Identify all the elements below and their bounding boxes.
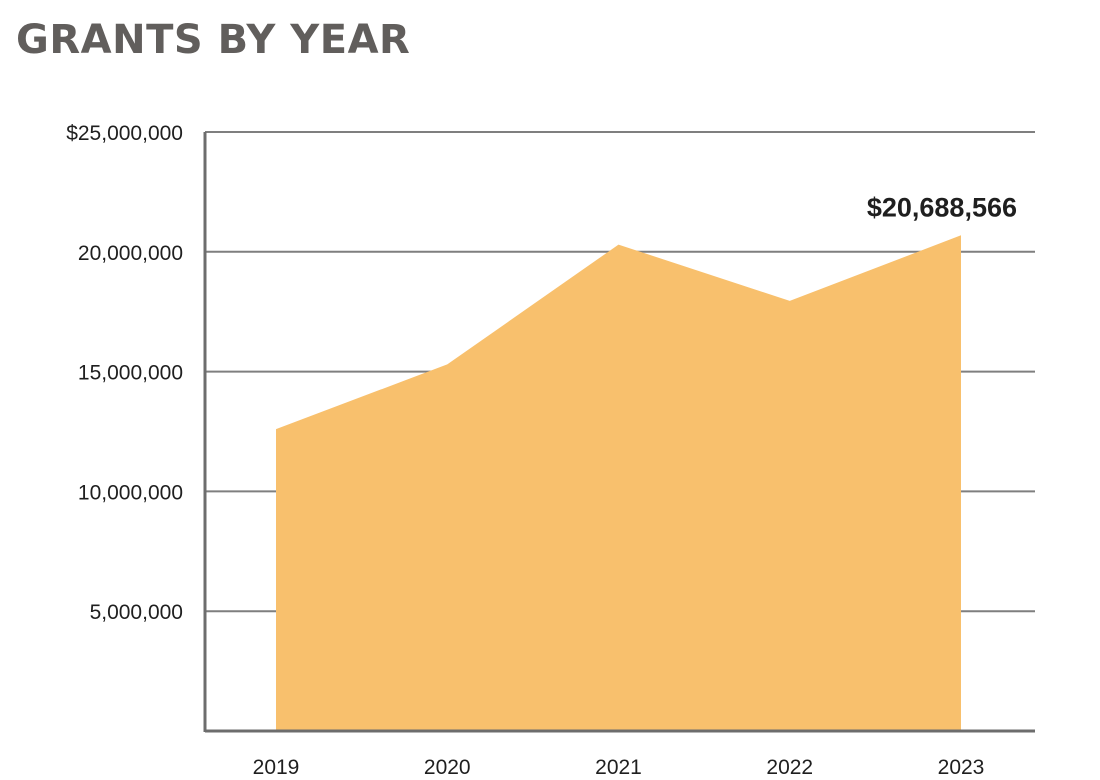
- y-tick-label: 10,000,000: [78, 481, 183, 504]
- y-tick-label: $25,000,000: [66, 122, 183, 145]
- chart-title: GRANTS BY YEAR: [16, 17, 411, 63]
- annotations: $20,688,566: [867, 192, 1017, 222]
- x-tick-label: 2020: [424, 756, 471, 779]
- y-tick-label: 15,000,000: [78, 362, 183, 385]
- x-tick-label: 2019: [253, 756, 300, 779]
- area-series: [276, 235, 961, 732]
- x-tick-label: 2023: [938, 756, 985, 779]
- x-tick-label: 2021: [595, 756, 642, 779]
- y-tick-label: 20,000,000: [78, 242, 183, 265]
- x-tick-label: 2022: [766, 756, 813, 779]
- y-tick-label: 5,000,000: [90, 601, 183, 624]
- data-label-annotation: $20,688,566: [867, 192, 1017, 222]
- area-layer: [275, 235, 962, 732]
- y-axis-tick-labels: 5,000,000 10,000,000 15,000,000 20,000,000 $…: [66, 122, 183, 624]
- x-axis-tick-labels: 2019 2020 2021 2022 2023: [253, 756, 985, 779]
- axes: [203, 132, 1035, 733]
